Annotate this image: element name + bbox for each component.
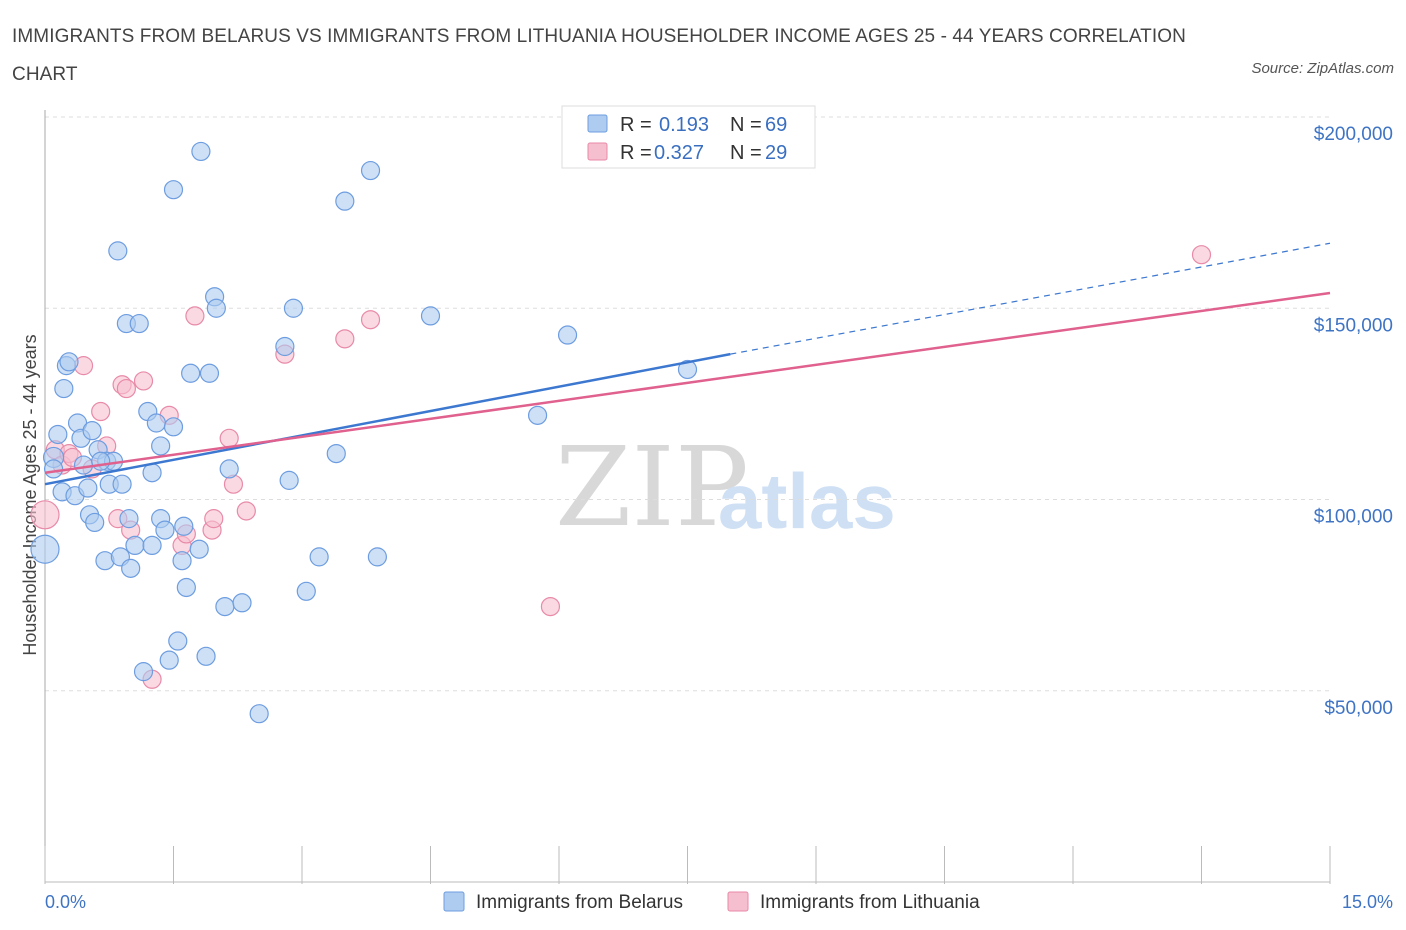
lithuania-point <box>219 428 239 448</box>
x-tick-label-min: 0.0% <box>45 892 86 912</box>
belarus-trend-line <box>44 352 731 486</box>
x-ticks <box>44 846 1331 884</box>
belarus-point <box>129 313 149 334</box>
belarus-point <box>112 474 132 494</box>
belarus-point <box>191 141 211 162</box>
belarus-point <box>367 547 387 567</box>
belarus-point <box>54 378 74 399</box>
legend-n-value-belarus: 69 <box>765 114 787 136</box>
legend-swatch-belarus <box>587 114 608 133</box>
belarus-point <box>163 180 184 200</box>
legend-r-value-lithuania: 0.327 <box>654 142 704 164</box>
legend-r-value-belarus: 0.193 <box>659 114 709 136</box>
y-tick-labels: $50,000 $100,000 $150,000 $200,000 <box>1314 124 1393 719</box>
y-tick-label: $200,000 <box>1314 124 1393 145</box>
lithuania-point <box>185 306 205 326</box>
belarus-point <box>279 470 299 490</box>
belarus-point <box>155 520 175 540</box>
belarus-point <box>125 535 145 556</box>
belarus-point <box>163 417 184 437</box>
legend-r-label-lithuania: R = <box>620 142 652 164</box>
belarus-point <box>30 534 60 564</box>
bottom-legend-swatch-belarus <box>443 891 465 912</box>
bottom-legend-swatch-lithuania <box>727 891 749 912</box>
belarus-point <box>119 509 139 529</box>
belarus-point <box>85 512 105 533</box>
belarus-point <box>176 577 196 598</box>
y-axis-label: Householder Income Ages 25 - 44 years <box>20 334 40 655</box>
y-tick-label: $100,000 <box>1314 507 1393 528</box>
bottom-legend-label-lithuania: Immigrants from Lithuania <box>760 892 980 913</box>
belarus-point <box>196 646 216 666</box>
legend-r-label-belarus: R = <box>620 114 652 136</box>
belarus-point <box>249 704 269 724</box>
belarus-point <box>677 359 698 380</box>
belarus-point <box>159 650 179 670</box>
trend-lines <box>44 242 1331 486</box>
belarus-point <box>82 421 102 441</box>
belarus-point <box>121 558 141 578</box>
y-tick-label: $150,000 <box>1314 315 1393 336</box>
legend-swatch-lithuania <box>587 142 608 161</box>
belarus-point <box>181 363 201 383</box>
belarus-point <box>133 662 154 682</box>
belarus-point <box>232 593 252 613</box>
watermark-atlas: atlas <box>718 457 896 545</box>
belarus-point <box>146 413 166 433</box>
belarus-point <box>199 363 220 383</box>
belarus-point <box>420 306 441 326</box>
lithuania-point <box>91 401 111 422</box>
chart-title: IMMIGRANTS FROM BELARUS VS IMMIGRANTS FR… <box>12 26 1186 85</box>
legend-n-value-lithuania: 29 <box>765 142 787 164</box>
bottom-legend: Immigrants from Belarus Immigrants from … <box>443 891 980 913</box>
belarus-point <box>142 463 162 483</box>
legend-n-label-belarus: N = <box>730 114 762 136</box>
belarus-point <box>48 424 68 445</box>
belarus-point <box>189 539 209 559</box>
belarus-trend-extension <box>730 242 1331 355</box>
lithuania-point <box>116 378 136 399</box>
belarus-point <box>309 547 329 567</box>
belarus-point <box>91 451 111 471</box>
belarus-point <box>335 191 355 211</box>
belarus-point <box>215 596 235 617</box>
belarus-point <box>557 325 578 345</box>
lithuania-trend-line <box>44 291 1331 474</box>
lithuania-point <box>30 500 60 530</box>
source-label: Source: ZipAtlas.com <box>1251 60 1394 77</box>
belarus-points <box>30 141 698 724</box>
lithuania-point <box>204 509 224 529</box>
belarus-point <box>527 405 548 425</box>
lithuania-point <box>540 596 561 617</box>
watermark-zip: ZIP <box>555 423 749 551</box>
belarus-point <box>78 478 98 498</box>
belarus-point <box>296 581 316 601</box>
bottom-legend-label-belarus: Immigrants from Belarus <box>476 892 683 913</box>
x-tick-label-max: 15.0% <box>1342 892 1393 912</box>
belarus-point <box>326 444 346 464</box>
lithuania-point <box>236 501 256 521</box>
belarus-point <box>59 352 79 372</box>
belarus-point <box>142 535 162 556</box>
belarus-point <box>108 241 128 261</box>
y-tick-label: $50,000 <box>1324 698 1393 719</box>
lithuania-point <box>1191 245 1212 265</box>
belarus-point <box>219 459 239 479</box>
belarus-point <box>172 551 192 571</box>
belarus-point <box>360 160 381 181</box>
lithuania-point <box>133 371 154 391</box>
belarus-point <box>43 459 64 479</box>
legend-n-label-lithuania: N = <box>730 142 762 164</box>
lithuania-point <box>360 310 381 330</box>
belarus-point <box>174 516 194 536</box>
lithuania-point <box>335 329 355 349</box>
belarus-point <box>151 436 171 456</box>
belarus-point <box>275 336 295 357</box>
top-legend: R = 0.193 N = 69 R = 0.327 N = 29 <box>561 105 816 169</box>
belarus-point <box>206 298 226 318</box>
belarus-point <box>73 455 94 475</box>
belarus-point <box>283 298 304 318</box>
belarus-point <box>168 631 188 651</box>
